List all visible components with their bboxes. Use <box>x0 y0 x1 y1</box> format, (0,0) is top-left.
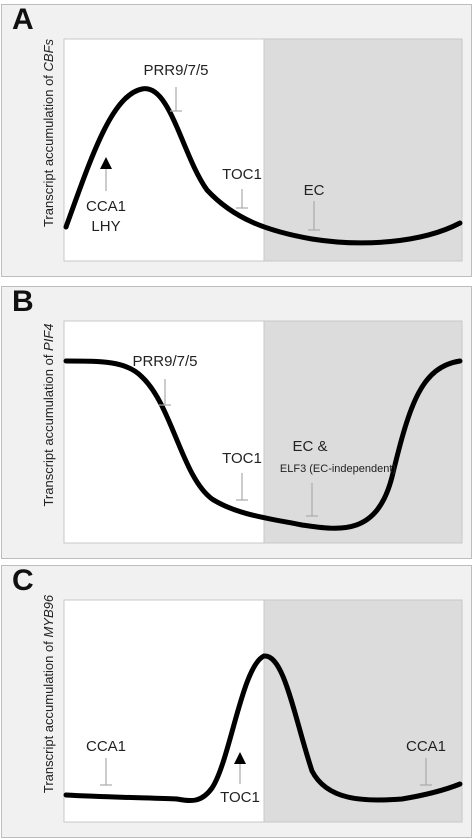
day-region <box>63 599 265 823</box>
panel-letter: B <box>12 285 34 318</box>
repression-mark <box>100 758 112 786</box>
panel-a: A Transcript accumulation of CBFs PRR9/7… <box>1 3 472 277</box>
regulator-label: EC <box>304 182 325 199</box>
repression-mark <box>170 87 182 112</box>
regulator-label: PRR9/7/5 <box>143 62 208 79</box>
expression-diagram: PRR9/7/5 TOC1 EC CCA1 LHY <box>63 38 463 262</box>
expression-diagram: PRR9/7/5 TOC1 EC & ELF3 (EC-independent) <box>63 320 463 544</box>
repression-mark <box>159 379 171 406</box>
panel-letter: A <box>12 3 34 36</box>
expression-diagram: CCA1 TOC1 CCA1 <box>63 599 463 823</box>
regulator-label: PRR9/7/5 <box>132 353 197 370</box>
repression-mark <box>308 201 320 231</box>
expression-curve <box>63 86 463 246</box>
repression-mark <box>420 758 432 786</box>
regulator-label: CCA1 <box>86 738 126 755</box>
regulator-label: ELF3 (EC-independent) <box>280 463 396 475</box>
expression-curve <box>63 653 463 804</box>
repression-mark <box>306 483 318 517</box>
repression-mark <box>236 473 248 501</box>
repression-mark <box>236 189 248 209</box>
panel-c: C Transcript accumulation of MYB96 CCA1 … <box>1 564 472 838</box>
activation-mark <box>234 752 246 784</box>
regulator-label: CCA1 <box>406 738 446 755</box>
regulator-label: EC & <box>292 438 327 455</box>
night-region <box>263 320 463 544</box>
activation-mark <box>100 157 112 191</box>
regulator-label: LHY <box>91 218 120 235</box>
regulator-label: TOC1 <box>222 450 262 467</box>
regulator-label: TOC1 <box>220 789 260 806</box>
regulator-label: CCA1 <box>86 198 126 215</box>
regulator-label: TOC1 <box>222 166 262 183</box>
expression-curve <box>63 358 463 531</box>
night-region <box>263 38 463 262</box>
panel-letter: C <box>12 564 34 597</box>
panel-b: B Transcript accumulation of PIF4 PRR9/7… <box>1 285 472 559</box>
